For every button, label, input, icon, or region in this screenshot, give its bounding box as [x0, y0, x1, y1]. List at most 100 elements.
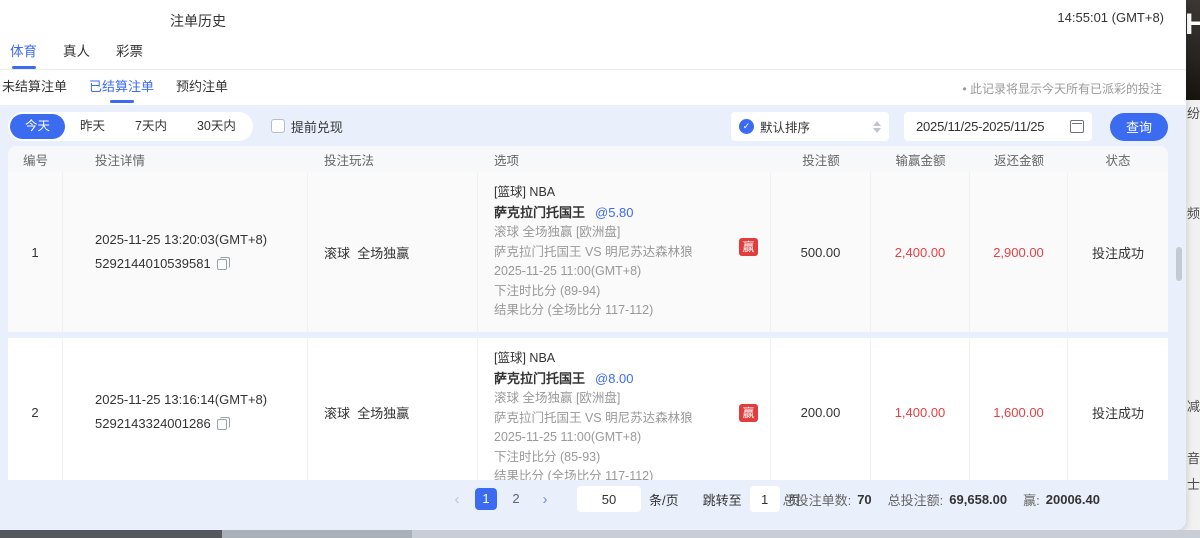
- filter-row: 今天 昨天 7天内 30天内 提前兑现: [8, 111, 343, 141]
- table-vertical-scrollbar[interactable]: [1176, 247, 1182, 281]
- settlement-tabs-row: 未结算注单 已结算注单 预约注单 • 此记录将显示今天所有已派彩的投注: [0, 70, 1186, 104]
- play-type-cell: 滚球 全场独赢: [308, 172, 478, 332]
- prev-page-button[interactable]: ‹: [454, 490, 460, 508]
- col-header-detail: 投注详情: [95, 153, 146, 168]
- col-header-payout: 返还金额: [993, 153, 1044, 168]
- pagination-bar: ‹ 1 2 › 条/页 跳转至 页 总投注单数: 70 总投注额: 69,658…: [0, 480, 1186, 518]
- settlement-tabs: 未结算注单 已结算注单 预约注单: [0, 70, 228, 105]
- payout-amount: 1,600.00: [970, 338, 1068, 480]
- background-text-fragment: 音: [1187, 451, 1200, 466]
- total-win-value: 20006.40: [1045, 491, 1100, 507]
- bet-amount: 500.00: [771, 172, 871, 332]
- background-text-fragment: 纷: [1187, 106, 1200, 121]
- bet-detail-cell: 2025-11-25 13:20:03(GMT+8) 5292144010539…: [63, 172, 308, 332]
- table-row: 2 2025-11-25 13:16:14(GMT+8) 52921433240…: [8, 338, 1168, 480]
- option-play-type: 滚球 全场独赢 [欧洲盘]: [494, 391, 621, 405]
- option-final-score: 结果比分 (全场比分 117-112): [494, 303, 654, 317]
- tab-lottery[interactable]: 彩票: [116, 44, 143, 59]
- calendar-icon: [1070, 120, 1084, 133]
- modal-header: 注单历史 14:55:01 (GMT+8): [0, 0, 1186, 40]
- option-match-time: 2025-11-25 11:00(GMT+8): [494, 264, 642, 278]
- option-match: 萨克拉门托国王 VS 明尼苏达森林狼: [494, 244, 693, 259]
- date-range-quick-group: 今天 昨天 7天内 30天内: [8, 111, 253, 141]
- option-pick: 萨克拉门托国王: [494, 370, 586, 386]
- win-loss-amount: 2,400.00: [871, 172, 970, 332]
- bet-history-modal: 注单历史 14:55:01 (GMT+8) 体育 真人 彩票 未结算注单 已结算…: [0, 0, 1186, 530]
- jump-page-unit: 页: [787, 492, 801, 508]
- background-page-sliver: H 纷 频 减 音 士: [1186, 0, 1200, 538]
- total-win-label: 赢:: [1023, 492, 1040, 508]
- early-cashout-checkbox[interactable]: 提前兑现: [270, 117, 343, 136]
- check-circle-icon: ✓: [739, 119, 754, 134]
- table-row: 1 2025-11-25 13:20:03(GMT+8) 52921440105…: [8, 172, 1168, 332]
- bet-table: 编号 投注详情 投注玩法 选项 投注额 输赢金额 返还金额 状态 1 2025-…: [8, 146, 1168, 480]
- col-header-winloss: 输赢金额: [895, 153, 946, 168]
- search-button[interactable]: 查询: [1110, 112, 1168, 141]
- option-cell: [篮球] NBA 萨克拉门托国王 @5.80 滚球 全场独赢 [欧洲盘] 萨克拉门…: [478, 172, 771, 332]
- horizontal-scrollbar-track-shade: [222, 530, 412, 538]
- page-button-2[interactable]: 2: [512, 491, 520, 506]
- background-photo: H: [1186, 0, 1200, 100]
- payout-notice: • 此记录将显示今天所有已派彩的投注: [962, 82, 1162, 96]
- option-odds: @5.80: [595, 204, 634, 220]
- option-score-at-bet: 下注时比分 (85-93): [494, 449, 601, 464]
- row-number: 1: [8, 172, 63, 332]
- next-page-button[interactable]: ›: [542, 490, 548, 508]
- tab-live[interactable]: 真人: [63, 44, 90, 59]
- page-title: 注单历史: [170, 13, 226, 29]
- row-number: 2: [8, 338, 63, 480]
- copy-icon[interactable]: [216, 416, 230, 430]
- col-header-amount: 投注额: [802, 153, 840, 168]
- col-header-play: 投注玩法: [324, 153, 375, 168]
- option-match: 萨克拉门托国王 VS 明尼苏达森林狼: [494, 410, 693, 425]
- copy-icon[interactable]: [216, 256, 230, 270]
- bet-status: 投注成功: [1091, 245, 1144, 261]
- sort-select-value: 默认排序: [760, 121, 811, 135]
- option-league: [篮球] NBA: [494, 185, 556, 199]
- horizontal-scrollbar-thumb[interactable]: [0, 530, 222, 538]
- background-text-fragment: 频: [1187, 206, 1200, 221]
- early-cashout-label: 提前兑现: [290, 119, 343, 135]
- totals-summary: 总投注单数: 70 总投注额: 69,658.00 赢: 20006.40: [783, 480, 1100, 518]
- order-id: 5292144010539581: [95, 256, 211, 271]
- option-cell: [篮球] NBA 萨克拉门托国王 @8.00 滚球 全场独赢 [欧洲盘] 萨克拉门…: [478, 338, 771, 480]
- col-header-no: 编号: [22, 153, 48, 168]
- date-range-input[interactable]: 2025/11/25-2025/11/25: [904, 112, 1092, 141]
- range-30days-button[interactable]: 30天内: [196, 118, 236, 133]
- jump-to-label: 跳转至: [702, 492, 742, 508]
- range-7days-button[interactable]: 7天内: [135, 118, 167, 133]
- sort-select[interactable]: ✓ 默认排序: [731, 112, 889, 141]
- page-size-input[interactable]: [577, 486, 641, 512]
- range-yesterday-button[interactable]: 昨天: [80, 118, 106, 133]
- background-photo-letter: H: [1186, 8, 1200, 41]
- tab-sports[interactable]: 体育: [10, 40, 37, 69]
- tab-settled[interactable]: 已结算注单: [89, 70, 154, 105]
- horizontal-scrollbar[interactable]: [0, 530, 1200, 538]
- col-header-option: 选项: [494, 153, 520, 168]
- checkbox-icon[interactable]: [270, 119, 285, 133]
- option-league: [篮球] NBA: [494, 351, 556, 365]
- page-button-1[interactable]: 1: [475, 488, 497, 510]
- payout-amount: 2,900.00: [970, 172, 1068, 332]
- bet-amount: 200.00: [771, 338, 871, 480]
- bet-status: 投注成功: [1091, 405, 1144, 421]
- option-play-type: 滚球 全场独赢 [欧洲盘]: [494, 225, 621, 239]
- tab-reserved[interactable]: 预约注单: [176, 78, 229, 94]
- win-badge: 赢: [738, 404, 758, 422]
- pager: ‹ 1 2 › 条/页 跳转至 页: [447, 480, 801, 518]
- content-area: 今天 昨天 7天内 30天内 提前兑现 ✓ 默认排序 2025/11/25-20…: [0, 105, 1186, 530]
- bet-time: 2025-11-25 13:16:14(GMT+8): [95, 392, 268, 408]
- option-pick: 萨克拉门托国王: [494, 204, 586, 220]
- background-text-fragment: 士: [1187, 477, 1200, 492]
- sort-carets-icon: [873, 120, 881, 133]
- bet-time: 2025-11-25 13:20:03(GMT+8): [95, 232, 268, 247]
- col-header-status: 状态: [1105, 153, 1131, 168]
- play-type-cell: 滚球 全场独赢: [308, 338, 478, 480]
- range-today-button[interactable]: 今天: [10, 113, 66, 139]
- server-time: 14:55:01 (GMT+8): [1057, 10, 1164, 25]
- jump-page-input[interactable]: [749, 486, 780, 512]
- option-odds: @8.00: [595, 370, 634, 386]
- tab-unsettled[interactable]: 未结算注单: [2, 78, 68, 94]
- option-final-score: 结果比分 (全场比分 117-112): [494, 469, 654, 480]
- option-score-at-bet: 下注时比分 (89-94): [494, 283, 601, 298]
